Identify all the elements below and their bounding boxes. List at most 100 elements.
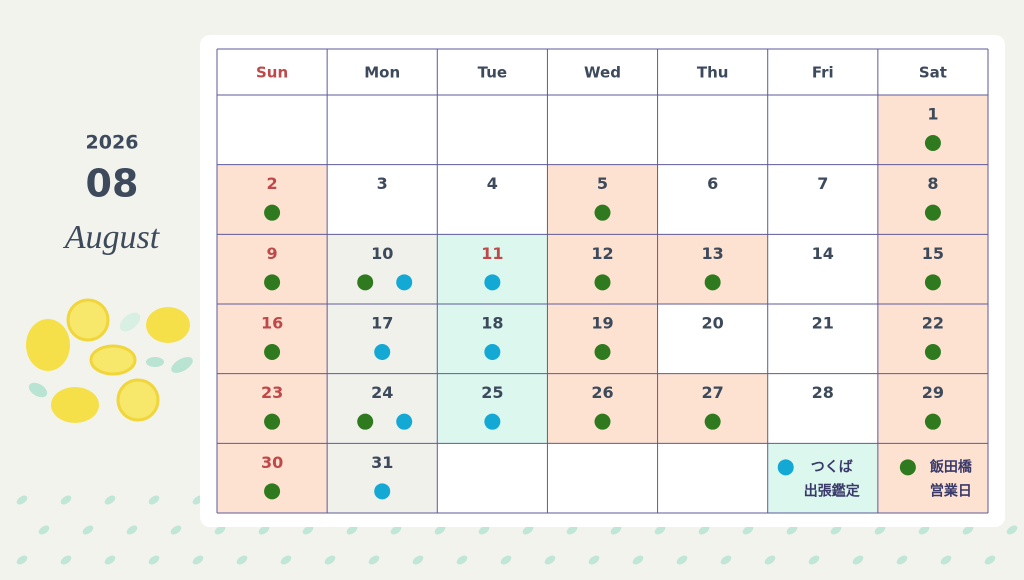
leaf (38, 525, 50, 535)
leaf (1006, 525, 1018, 535)
day-number: 23 (261, 383, 283, 402)
day-number: 3 (377, 174, 388, 193)
weekday-label: Wed (584, 64, 621, 82)
day-cell (547, 95, 658, 165)
leaf (566, 525, 578, 535)
leaf (984, 555, 996, 565)
day-cell (437, 95, 548, 165)
day-number: 6 (707, 174, 718, 193)
day-cell (657, 164, 768, 235)
day-number: 16 (261, 314, 283, 333)
legend-dot (777, 459, 794, 476)
day-cell (327, 373, 438, 444)
leaf (962, 525, 974, 535)
day-number: 13 (702, 244, 724, 263)
day-number: 31 (371, 453, 393, 472)
leaf (192, 555, 204, 565)
day-number: 9 (267, 244, 278, 263)
day-cell (767, 443, 878, 513)
day-cell (547, 443, 658, 513)
leaf (434, 525, 446, 535)
legend-text: つくば (811, 459, 853, 475)
day-cell (767, 95, 878, 165)
day-cell (657, 234, 768, 304)
weekday-label: Fri (812, 64, 834, 82)
day-cell (657, 373, 768, 444)
day-cell (327, 164, 438, 235)
day-cell (327, 304, 438, 374)
event-dot (924, 344, 941, 360)
leaf (720, 555, 732, 565)
lemons (26, 298, 193, 423)
day-cell (437, 304, 548, 374)
leaf (170, 525, 182, 535)
event-dot (594, 413, 611, 430)
day-number: 11 (481, 244, 503, 263)
leaf (236, 555, 248, 565)
event-dot (484, 413, 501, 430)
day-cell (657, 443, 768, 513)
leaf (214, 525, 226, 535)
leaf (522, 525, 534, 535)
weekday-label: Sun (256, 64, 288, 82)
day-cell (327, 443, 438, 513)
day-number: 15 (922, 244, 944, 263)
day-cell (547, 373, 658, 444)
leaf (676, 555, 688, 565)
leaf (830, 525, 842, 535)
leaf (126, 525, 138, 535)
leaf (610, 525, 622, 535)
event-dot (594, 344, 611, 360)
event-dot (924, 274, 941, 291)
day-number: 7 (817, 174, 828, 193)
leaf (104, 555, 116, 565)
day-number: 4 (487, 174, 498, 193)
day-number: 5 (597, 174, 608, 193)
event-dot (924, 204, 941, 221)
day-number: 10 (371, 244, 393, 263)
leaf (764, 555, 776, 565)
day-cell (327, 234, 438, 304)
month: 08 (86, 162, 139, 206)
event-dot (264, 413, 281, 430)
leaf (632, 555, 644, 565)
day-number: 2 (267, 174, 278, 193)
day-number: 27 (702, 383, 724, 402)
leaf (324, 555, 336, 565)
day-cell (877, 234, 988, 304)
leaf (456, 555, 468, 565)
legend-text: 飯田橋 (929, 458, 973, 475)
day-number: 19 (591, 314, 613, 333)
event-dot (484, 344, 501, 360)
weekday-label: Thu (697, 64, 729, 82)
event-dot (704, 413, 721, 430)
event-dot (264, 274, 281, 291)
day-number: 14 (812, 244, 834, 263)
leaf (742, 525, 754, 535)
leaf (412, 555, 424, 565)
event-dot (264, 344, 281, 360)
legend-dot (899, 459, 916, 476)
legend-text: 営業日 (930, 482, 972, 499)
legend-text: 出張鑑定 (804, 482, 860, 499)
day-number: 17 (371, 314, 393, 333)
day-number: 1 (927, 105, 938, 124)
leaf (16, 495, 28, 505)
day-cell (437, 234, 548, 304)
day-cell (547, 234, 658, 304)
leaf (874, 525, 886, 535)
event-dot (396, 274, 413, 291)
event-dot (594, 274, 611, 291)
leaf (918, 525, 930, 535)
day-cell (217, 95, 328, 165)
leaf (852, 555, 864, 565)
event-dot (357, 274, 374, 291)
day-number: 25 (481, 383, 503, 402)
weekday-label: Mon (364, 64, 400, 82)
leaf (808, 555, 820, 565)
leaf (500, 555, 512, 565)
day-cell (877, 443, 988, 513)
event-dot (924, 413, 941, 430)
leaf (60, 555, 72, 565)
